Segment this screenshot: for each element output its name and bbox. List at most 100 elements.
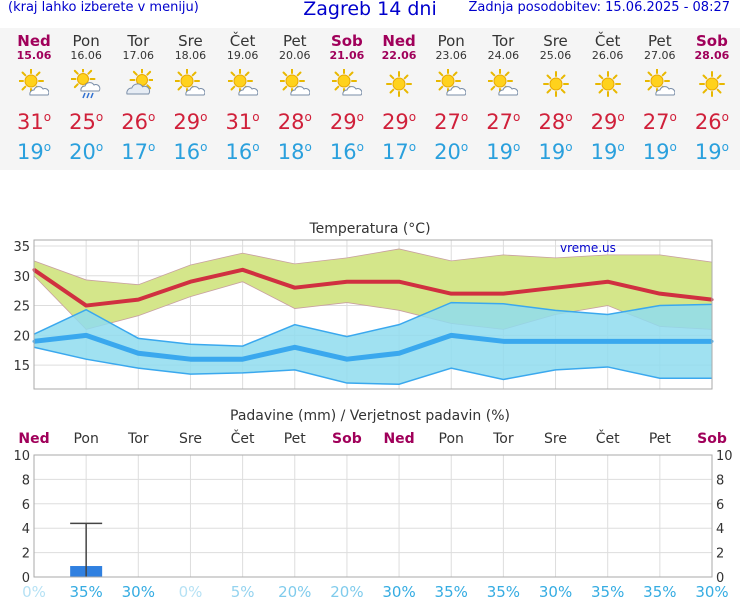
max-temp: 25o [69,110,104,134]
max-temp: 29o [590,110,625,134]
max-temp-point [658,292,662,296]
day-date: 16.06 [70,49,102,62]
min-temp: 17o [382,140,417,164]
sun-icon [542,71,569,97]
day-date: 28.06 [694,49,730,62]
min-temp-point [241,357,245,361]
day-forecast: Tor 24.06 27o 19o [477,28,529,165]
day-name: Pon [72,32,100,50]
day-forecast: Sre 25.06 28o 19o [530,28,582,165]
max-temp: 29o [382,110,417,134]
precip-probability: 35% [487,583,520,600]
max-temp: 28o [538,110,573,134]
day-label: Sre [179,431,202,447]
day-date: 26.06 [591,49,624,62]
day-label: Pet [649,431,672,447]
y-tick-label-right: 10 [716,449,733,464]
precip-probability: 20% [330,583,363,600]
day-name: Čet [594,32,621,50]
day-date: 22.06 [381,49,417,62]
min-temp: 16o [225,140,260,164]
location-menu-hint[interactable]: (kraj lahko izberete v meniju) [8,0,199,15]
precip-probability: 0% [22,583,46,600]
day-forecast: Sre 18.06 29o 16o [164,28,216,165]
day-date: 21.06 [329,49,365,62]
min-temp-point [136,351,140,355]
sun-icon [698,71,725,97]
y-tick-label: 30 [13,270,30,285]
precip-probability: 5% [231,583,255,600]
sun-cloud-rain-icon [70,66,101,99]
min-band-upper-edge [33,301,713,347]
max-temp-point [606,280,610,284]
day-forecast: Pet 20.06 28o 18o [269,28,321,165]
day-name: Pet [647,32,672,50]
day-forecast: Tor 17.06 26o 17o [112,28,164,165]
min-temp: 18o [277,140,312,164]
min-temp-point [345,357,349,361]
day-name: Ned [17,32,51,50]
precip-probability: 30% [382,583,415,600]
temperature-chart: Temperatura (°C) 15 20 25 30 35 vreme.us [13,221,714,390]
max-temp-point [501,292,505,296]
day-name: Pet [282,32,307,50]
day-label: Sre [544,431,567,447]
precip-probability: 30% [122,583,155,600]
day-name: Pon [437,32,465,50]
max-temp-point [345,280,349,284]
day-date: 18.06 [174,49,207,62]
max-temp: 29o [173,110,208,134]
day-label: Sob [697,431,727,447]
day-date: 19.06 [226,49,259,62]
max-temp: 27o [486,110,521,134]
precip-probability: 30% [539,583,572,600]
min-temp: 16o [173,140,208,164]
y-tick-label-right: 4 [716,522,724,537]
precip-probability: 30% [695,583,728,600]
day-label: Pon [439,431,464,447]
min-temp-point [397,351,401,355]
day-name: Sob [696,32,728,50]
weather-icon-holder [697,69,727,99]
max-temp: 28o [277,110,312,134]
day-date: 25.06 [539,49,572,62]
cloud-sun-icon [126,67,155,95]
weather-icon-holder [174,68,206,99]
min-temp-line [33,332,712,362]
max-temp: 29o [329,110,364,134]
min-temp-point [188,357,192,361]
day-forecast: Sob 28.06 26o 19o [686,28,738,165]
weather-icon-holder [18,68,50,99]
weather-icon-holder [541,69,571,99]
watermark-text: vreme.us [560,241,616,255]
day-forecast: Pet 27.06 27o 19o [634,28,686,165]
sun-icon [594,71,621,97]
precip-probability: 0% [179,583,203,600]
min-temp: 16o [329,140,364,164]
max-temp-point [241,268,245,272]
sun-cloud-icon [487,68,519,96]
precipitation-chart-title: Padavine (mm) / Verjetnost padavin (%) [230,408,510,424]
day-label: Ned [383,431,414,447]
weather-icon-holder [278,68,311,99]
max-temp: 26o [121,110,156,134]
min-temp-point [501,339,505,343]
day-forecast: Čet 26.06 29o 19o [582,28,634,165]
y-tick-label-left: 8 [22,473,30,488]
day-label: Ned [18,431,49,447]
weather-icon-holder [70,66,101,99]
min-temp-point [84,333,88,337]
precip-probability: 35% [591,583,624,600]
min-temp: 19o [486,140,521,164]
sun-cloud-icon [18,68,50,96]
day-date: 24.06 [487,49,520,62]
temperature-chart-title: Temperatura (°C) [308,221,430,237]
day-name: Sre [178,32,203,50]
max-temp: 26o [694,110,729,134]
day-forecast: Ned 22.06 29o 17o [373,28,425,165]
y-tick-label: 35 [13,240,30,255]
day-name: Tor [127,32,150,50]
day-name: Sre [543,32,568,50]
max-temp-point [293,286,297,290]
day-label: Tor [127,431,149,447]
